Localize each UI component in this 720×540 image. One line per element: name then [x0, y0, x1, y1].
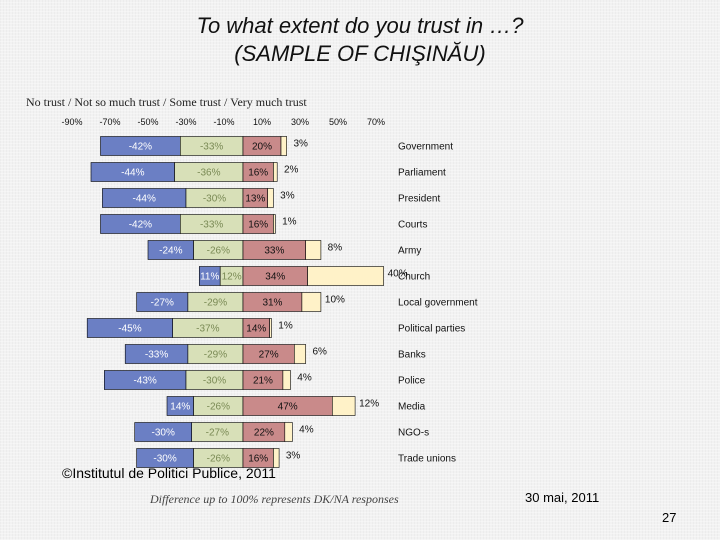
bar-very-much-trust: [301, 292, 322, 312]
label-not-so-much-trust: -26%: [207, 402, 230, 413]
label-very-much-trust: 40%: [388, 269, 408, 280]
label-not-so-much-trust: -30%: [203, 194, 226, 205]
category-label: Army: [398, 246, 421, 257]
bar-very-much-trust: [282, 370, 291, 390]
bar-very-much-trust: [267, 188, 274, 208]
x-tick-label: 50%: [329, 117, 347, 127]
label-some-trust: 16%: [248, 220, 268, 231]
label-some-trust: 47%: [278, 402, 298, 413]
category-label: Government: [398, 142, 453, 153]
label-no-trust: 14%: [170, 402, 190, 413]
bar-very-much-trust: [269, 318, 272, 338]
label-some-trust: 33%: [264, 246, 284, 257]
label-not-so-much-trust: -30%: [203, 376, 226, 387]
x-tick-label: 30%: [291, 117, 309, 127]
category-label: Parliament: [398, 168, 446, 179]
category-label: President: [398, 194, 440, 205]
category-label: Political parties: [398, 324, 465, 335]
label-no-trust: -45%: [118, 324, 141, 335]
title-line-2: (SAMPLE OF CHIŞINĂU): [234, 41, 486, 66]
label-no-trust: -24%: [159, 246, 182, 257]
label-some-trust: 22%: [254, 428, 274, 439]
label-not-so-much-trust: -26%: [207, 246, 230, 257]
label-some-trust: 16%: [248, 168, 268, 179]
footnote: Difference up to 100% represents DK/NA r…: [150, 492, 399, 506]
label-some-trust: 27%: [259, 350, 279, 361]
bar-very-much-trust: [331, 396, 356, 416]
label-very-much-trust: 12%: [359, 399, 379, 410]
label-no-trust: -30%: [153, 454, 176, 465]
label-no-trust: -44%: [133, 194, 156, 205]
label-no-trust: -30%: [152, 428, 175, 439]
label-not-so-much-trust: -27%: [206, 428, 229, 439]
label-very-much-trust: 4%: [299, 425, 314, 436]
category-label: Local government: [398, 298, 478, 309]
label-very-much-trust: 2%: [284, 165, 299, 176]
label-not-so-much-trust: -33%: [200, 142, 223, 153]
x-tick-label: 10%: [253, 117, 271, 127]
label-very-much-trust: 3%: [293, 139, 308, 150]
category-label: NGO-s: [398, 428, 429, 439]
label-very-much-trust: 1%: [282, 217, 297, 228]
slide-date: 30 mai, 2011: [525, 490, 600, 505]
category-label: Church: [398, 272, 430, 283]
label-very-much-trust: 3%: [286, 451, 301, 462]
label-no-trust: -33%: [145, 350, 168, 361]
category-label: Trade unions: [398, 454, 456, 465]
legend-caption: No trust / Not so much trust / Some trus…: [26, 95, 307, 109]
label-some-trust: 31%: [262, 298, 282, 309]
x-tick-label: -10%: [213, 117, 234, 127]
label-no-trust: -42%: [129, 220, 152, 231]
title-line-1: To what extent do you trust in …?: [196, 13, 524, 38]
label-very-much-trust: 6%: [312, 347, 327, 358]
bar-very-much-trust: [284, 422, 293, 442]
label-some-trust: 20%: [252, 142, 272, 153]
label-no-trust: 11%: [200, 272, 219, 283]
category-label: Courts: [398, 220, 427, 231]
category-label: Banks: [398, 350, 426, 361]
label-some-trust: 34%: [265, 272, 285, 283]
label-some-trust: 16%: [248, 454, 268, 465]
label-not-so-much-trust: -26%: [207, 454, 230, 465]
bar-very-much-trust: [273, 162, 278, 182]
bar-very-much-trust: [305, 240, 322, 260]
label-some-trust: 21%: [253, 376, 273, 387]
label-not-so-much-trust: -29%: [204, 350, 227, 361]
label-very-much-trust: 3%: [280, 191, 295, 202]
label-no-trust: -44%: [121, 168, 144, 179]
label-some-trust: 13%: [245, 194, 265, 205]
chart-title: To what extent do you trust in …? (SAMPL…: [0, 12, 720, 68]
x-tick-label: -90%: [61, 117, 82, 127]
label-not-so-much-trust: -37%: [196, 324, 219, 335]
category-label: Media: [398, 402, 426, 413]
label-no-trust: -42%: [129, 142, 152, 153]
bar-very-much-trust: [307, 266, 384, 286]
page-number: 27: [662, 510, 677, 525]
bar-very-much-trust: [293, 344, 306, 364]
label-very-much-trust: 4%: [297, 373, 312, 384]
label-not-so-much-trust: 12%: [222, 272, 242, 283]
x-tick-label: 70%: [367, 117, 385, 127]
label-very-much-trust: 1%: [278, 321, 293, 332]
label-not-so-much-trust: -36%: [197, 168, 220, 179]
category-label: Police: [398, 376, 426, 387]
bar-very-much-trust: [273, 448, 280, 468]
label-not-so-much-trust: -29%: [204, 298, 227, 309]
label-very-much-trust: 8%: [328, 243, 343, 254]
label-no-trust: -27%: [151, 298, 174, 309]
label-no-trust: -43%: [133, 376, 156, 387]
x-tick-label: -50%: [137, 117, 158, 127]
bar-very-much-trust: [280, 136, 287, 156]
x-tick-label: -70%: [99, 117, 120, 127]
label-some-trust: 14%: [246, 324, 266, 335]
label-not-so-much-trust: -33%: [200, 220, 223, 231]
bar-very-much-trust: [273, 214, 276, 234]
x-tick-label: -30%: [175, 117, 196, 127]
copyright-credit: ©Institutul de Politici Publice, 2011: [62, 465, 276, 481]
label-very-much-trust: 10%: [325, 295, 345, 306]
